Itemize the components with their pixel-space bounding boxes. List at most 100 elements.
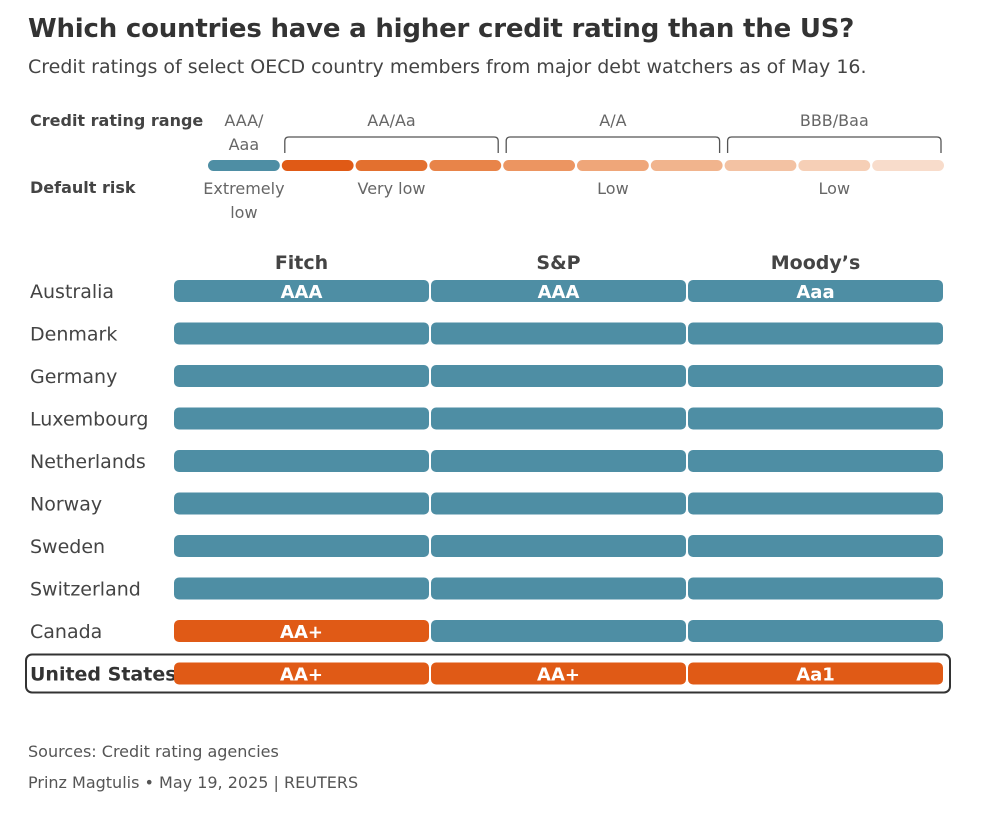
legend-risk-text: Extremely <box>203 179 284 198</box>
rating-rows: Australia AAA AAA Aaa Denmark Germany Luxembou… <box>30 280 943 686</box>
legend-bracket <box>284 136 499 153</box>
rating-bar <box>431 577 686 600</box>
legend-risk-text: Low <box>597 179 629 198</box>
table-row: Canada AA+ <box>30 620 943 643</box>
rating-bar <box>174 577 429 600</box>
rating-bar <box>431 407 686 430</box>
byline: Prinz Magtulis • May 19, 2025 | REUTERS <box>28 773 359 792</box>
legend-segment <box>355 160 428 171</box>
rating-label: Aaa <box>796 282 834 303</box>
us-highlight-box <box>25 653 951 694</box>
country-label: United States <box>30 664 177 686</box>
rating-bar <box>431 492 686 515</box>
rating-bar <box>431 535 686 557</box>
legend-segment <box>577 160 649 171</box>
legend-risk-label: Default risk <box>30 178 136 197</box>
rating-bar <box>688 322 943 345</box>
rating-bar <box>688 450 943 472</box>
rating-bar <box>174 280 429 302</box>
rating-label: AA+ <box>280 665 323 686</box>
rating-bar <box>431 280 686 302</box>
table-row: Denmark <box>30 322 943 346</box>
rating-bar <box>688 280 943 302</box>
agency-header: S&P <box>536 252 580 274</box>
rating-bar <box>688 535 943 557</box>
table-row: Australia AAA AAA Aaa <box>30 280 943 303</box>
country-label: Canada <box>30 621 102 643</box>
legend-segment <box>724 160 797 171</box>
legend-risk-text: Low <box>819 179 851 198</box>
table-row: Germany <box>30 365 943 388</box>
rating-label: Aa1 <box>796 665 835 686</box>
rating-bar <box>174 492 429 515</box>
legend-segments <box>208 160 944 171</box>
legend-range-label: Credit rating range <box>30 111 203 130</box>
rating-bar <box>174 365 429 387</box>
legend-segment <box>429 160 502 171</box>
table-row: Sweden <box>30 535 943 558</box>
table-row: Netherlands <box>30 450 943 473</box>
country-label: Switzerland <box>30 579 141 601</box>
rating-bar <box>688 577 943 600</box>
rating-bar <box>688 407 943 430</box>
country-label: Germany <box>30 366 117 388</box>
agency-header: Moody’s <box>771 252 861 274</box>
rating-bar <box>688 620 943 642</box>
rating-bar <box>688 492 943 515</box>
legend-bracket <box>505 136 721 153</box>
legend-segment <box>503 160 575 171</box>
country-label: Australia <box>30 281 114 303</box>
legend-range-text: A/A <box>599 111 626 130</box>
legend-segment <box>650 160 723 171</box>
legend-segment <box>798 160 871 171</box>
rating-bar <box>688 365 943 387</box>
legend-segment <box>281 160 354 171</box>
rating-bar <box>431 322 686 345</box>
rating-bar <box>174 662 429 685</box>
legend-risk-text-2: low <box>230 203 257 222</box>
legend-segment <box>208 160 280 171</box>
rating-label: AAA <box>538 282 580 303</box>
legend-risk-text: Very low <box>358 179 426 198</box>
table-row: Norway <box>30 492 943 516</box>
legend-group: AAA/Aaa Extremely low <box>203 111 284 222</box>
table-row: Luxembourg <box>30 407 943 431</box>
rating-bar <box>431 450 686 472</box>
rating-label: AAA <box>281 282 323 303</box>
chart-subtitle: Credit ratings of select OECD country me… <box>28 56 867 78</box>
rating-bar <box>174 535 429 557</box>
chart-title: Which countries have a higher credit rat… <box>28 14 855 44</box>
rating-bar <box>174 620 429 642</box>
legend-group: AA/Aa Very low <box>284 111 499 198</box>
legend-range-text-2: Aaa <box>229 135 260 154</box>
rating-bar <box>431 620 686 642</box>
legend-range-text: AA/Aa <box>367 111 415 130</box>
country-label: Sweden <box>30 536 105 558</box>
rating-label: AA+ <box>280 622 323 643</box>
legend-segment <box>872 160 944 171</box>
country-label: Norway <box>30 494 102 516</box>
country-label: Netherlands <box>30 451 146 473</box>
rating-bar <box>174 407 429 430</box>
rating-bar <box>431 365 686 387</box>
legend-group: BBB/Baa Low <box>726 111 942 198</box>
rating-bar <box>431 662 686 685</box>
legend-range-text: AAA/ <box>224 111 264 130</box>
rating-label: AA+ <box>537 665 580 686</box>
country-label: Denmark <box>30 324 117 346</box>
agency-headers: Fitch S&P Moody’s <box>275 252 860 274</box>
agency-header: Fitch <box>275 252 328 274</box>
country-label: Luxembourg <box>30 409 148 431</box>
table-row: United States AA+ AA+ Aa1 <box>30 662 943 686</box>
table-row: Switzerland <box>30 577 943 601</box>
rating-bar <box>688 662 943 685</box>
legend-bracket <box>726 136 942 153</box>
legend-group: A/A Low <box>505 111 721 198</box>
sources-note: Sources: Credit rating agencies <box>28 742 279 761</box>
rating-bar <box>174 322 429 345</box>
legend-range-text: BBB/Baa <box>800 111 869 130</box>
legend: Credit rating range Default risk AAA/Aaa… <box>30 111 944 222</box>
rating-bar <box>174 450 429 472</box>
